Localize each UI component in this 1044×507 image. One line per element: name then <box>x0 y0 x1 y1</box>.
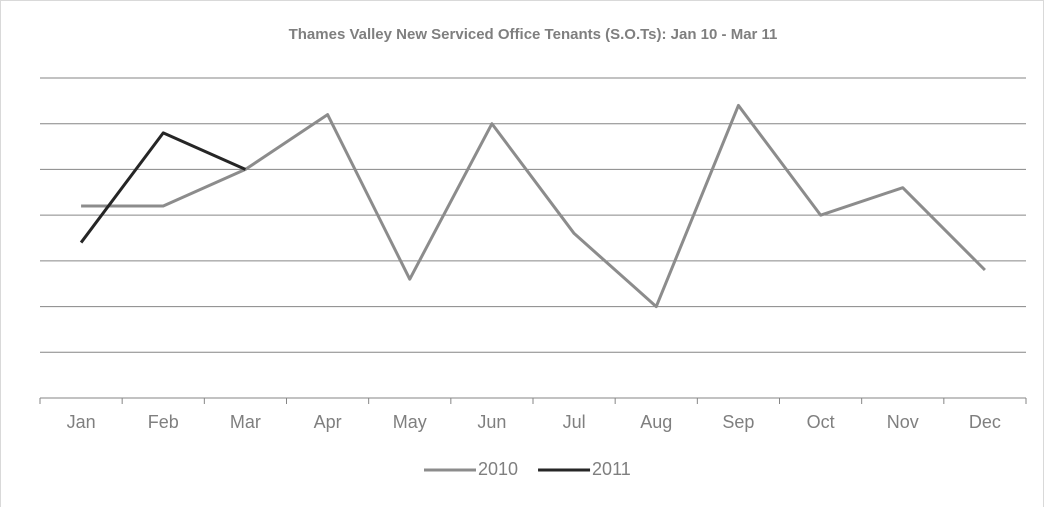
series-line <box>81 103 986 309</box>
x-tick-label: Jun <box>477 412 506 432</box>
x-tick-label: Feb <box>148 412 179 432</box>
x-tick-label: Aug <box>640 412 672 432</box>
x-tick-label: Mar <box>230 412 261 432</box>
x-tick-label: Apr <box>314 412 342 432</box>
x-tick-label: Dec <box>969 412 1001 432</box>
x-tick-label: May <box>393 412 427 432</box>
legend-label: 2011 <box>592 459 631 479</box>
x-tick-label: Oct <box>807 412 835 432</box>
series-line <box>79 131 247 244</box>
chart-title: Thames Valley New Serviced Office Tenant… <box>289 26 778 43</box>
legend-label: 2010 <box>478 459 518 479</box>
x-tick-label: Nov <box>887 412 919 432</box>
x-tick-label: Jul <box>563 412 586 432</box>
x-tick-label: Sep <box>722 412 754 432</box>
x-tick-label: Jan <box>67 412 96 432</box>
